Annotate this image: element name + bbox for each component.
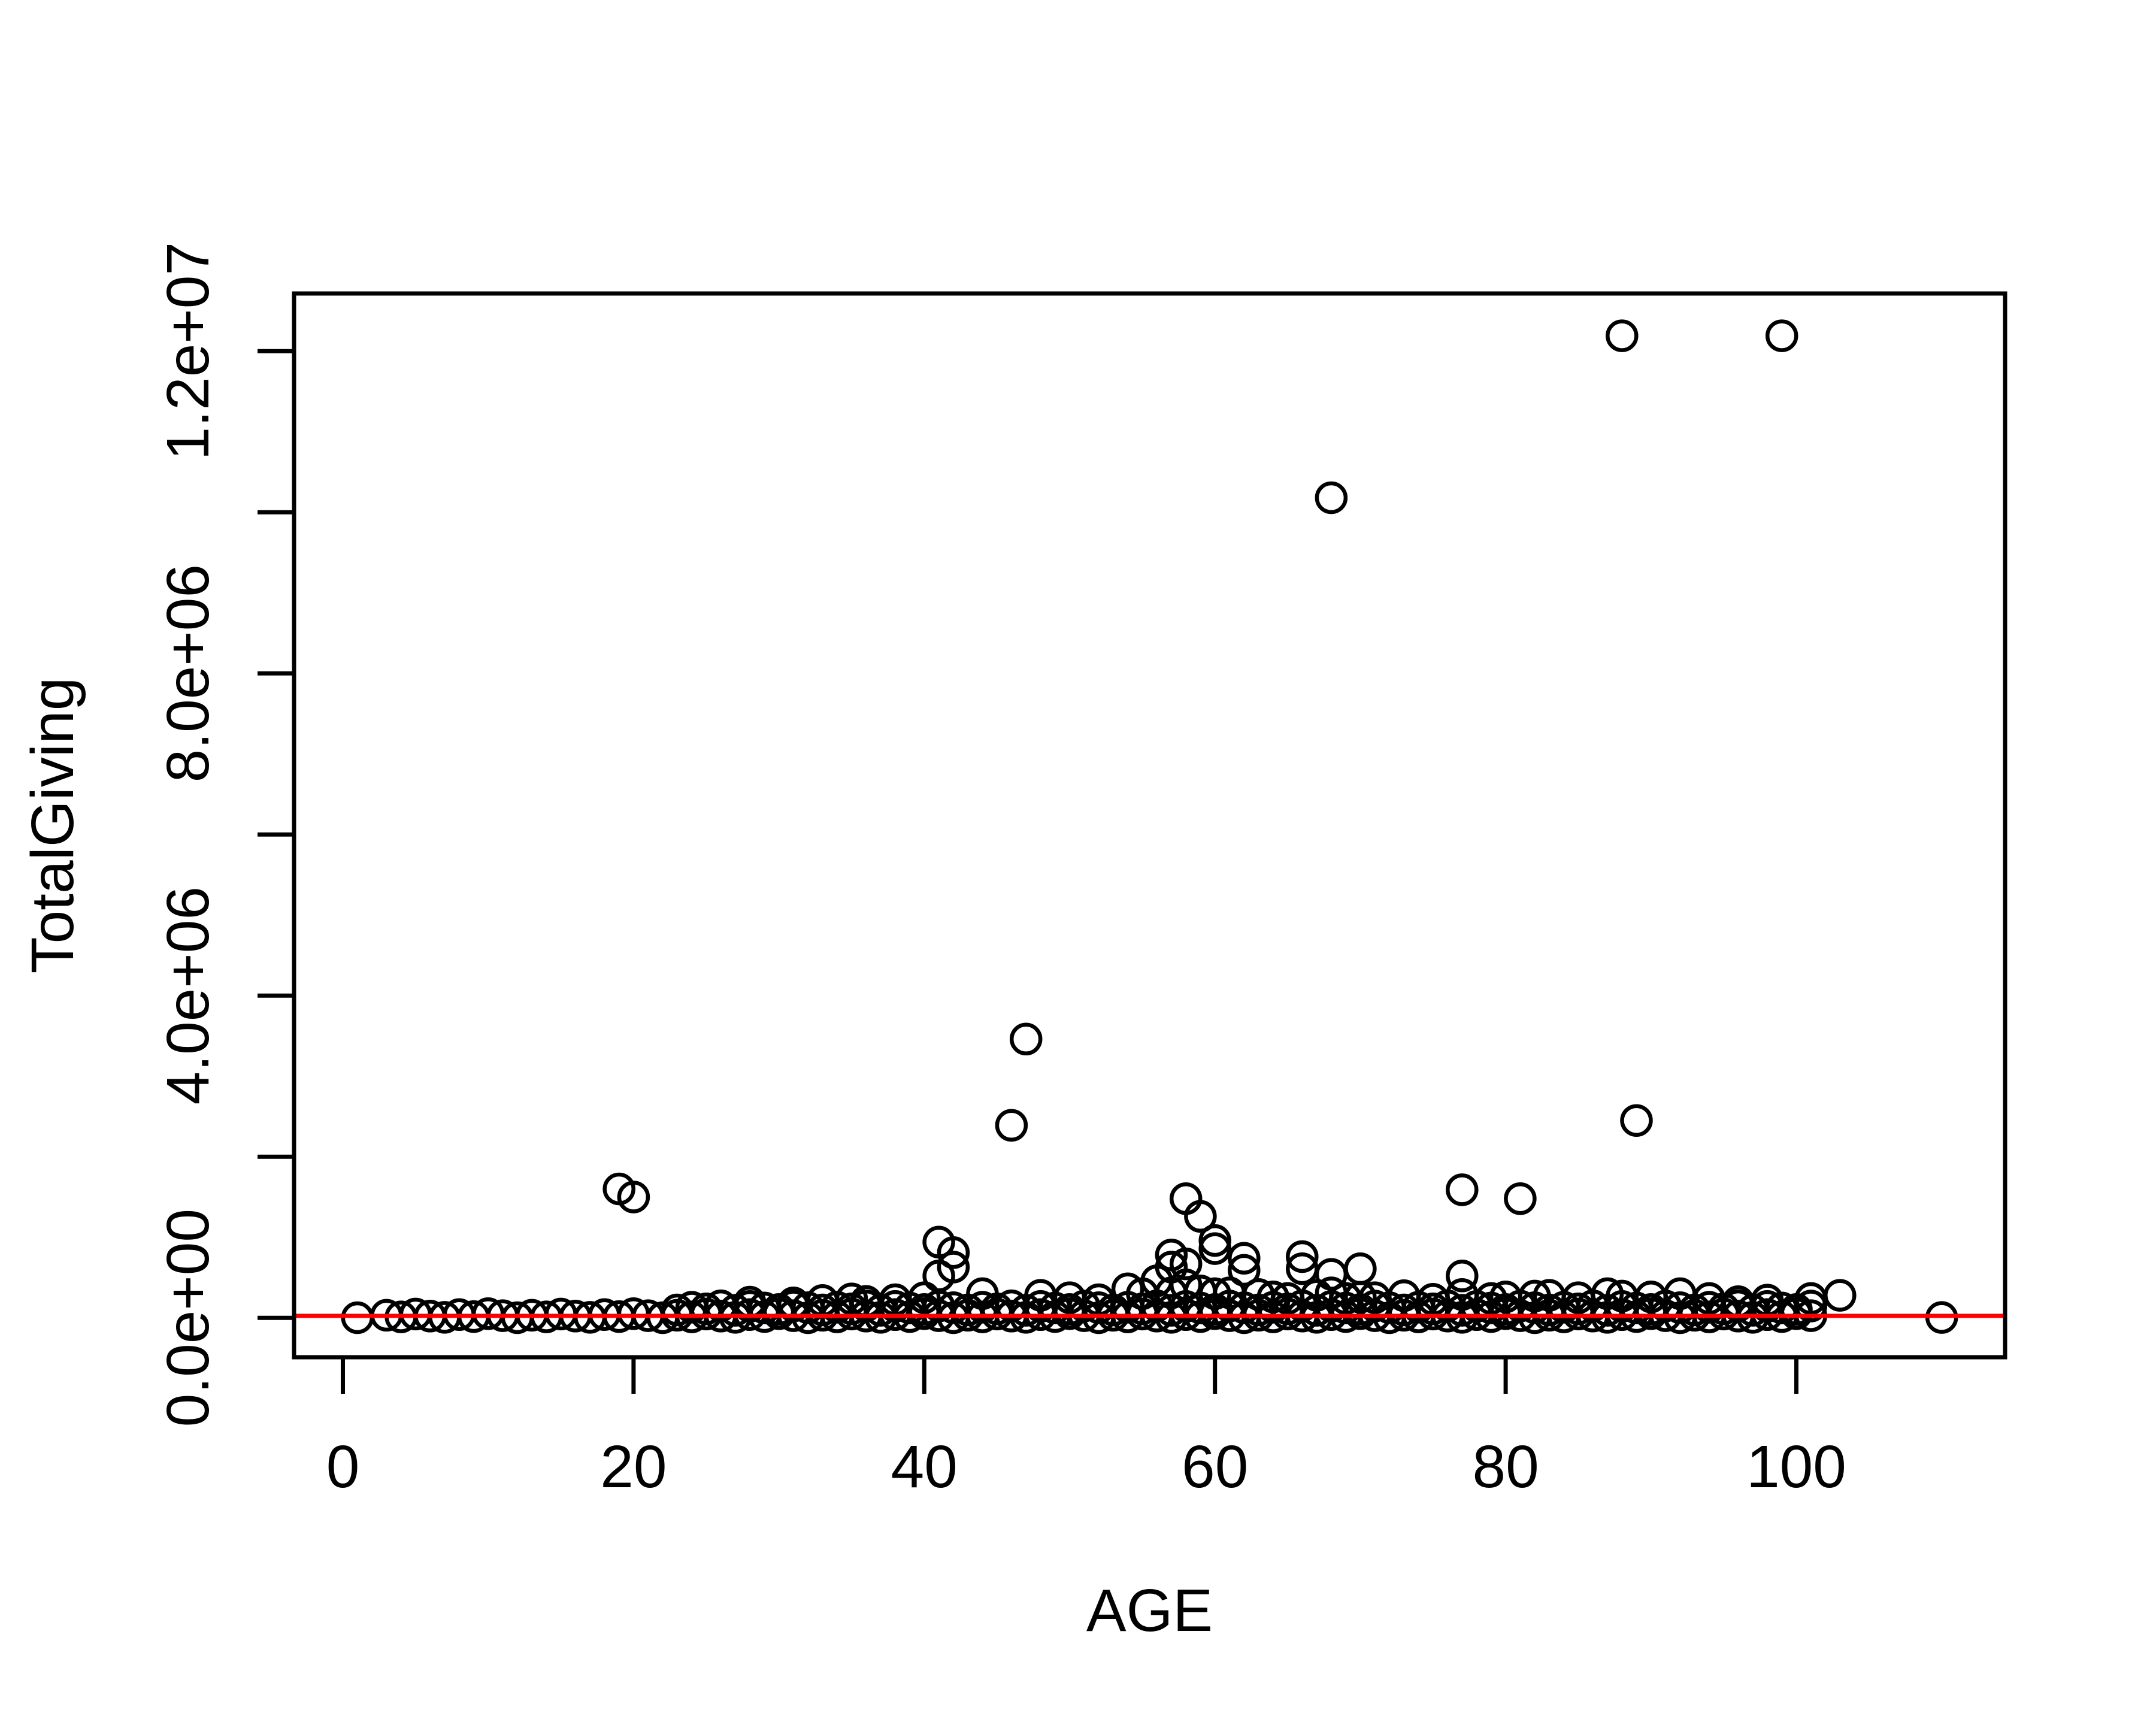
- scatter-point: [1446, 1173, 1479, 1206]
- scatter-point: [835, 1282, 868, 1315]
- scatter-point: [1228, 1242, 1261, 1275]
- plot-box: [292, 291, 2007, 1360]
- scatter-point: [937, 1236, 970, 1269]
- scatter-point: [1169, 1247, 1203, 1281]
- x-tick-label: 20: [600, 1433, 667, 1500]
- scatter-point: [1198, 1232, 1231, 1265]
- scatter-point: [1184, 1200, 1217, 1233]
- scatter-point: [1315, 481, 1348, 515]
- y-tick-label: 4.0e+06: [155, 886, 222, 1104]
- scatter-point: [922, 1260, 955, 1293]
- y-axis-title: TotalGiving: [19, 677, 86, 974]
- y-tick-label: 0.0e+00: [155, 1209, 222, 1427]
- scatter-point: [1169, 1268, 1203, 1302]
- scatter-point: [1606, 319, 1639, 352]
- x-axis-title: AGE: [1086, 1577, 1213, 1644]
- scatter-point: [1824, 1279, 1857, 1312]
- x-tick-label: 40: [891, 1433, 958, 1500]
- scatter-point: [1198, 1224, 1231, 1257]
- scatter-point: [1111, 1272, 1144, 1306]
- x-tick-label: 0: [326, 1433, 360, 1500]
- scatter-point: [617, 1181, 650, 1213]
- x-tick-label: 60: [1182, 1433, 1248, 1500]
- scatter-point: [1765, 319, 1798, 352]
- scatter-point: [1286, 1240, 1319, 1273]
- scatter-point: [1009, 1022, 1043, 1056]
- y-tick-label: 1.2e+07: [155, 242, 222, 460]
- scatter-point: [1344, 1281, 1377, 1314]
- scatter-point: [1518, 1279, 1551, 1313]
- scatter-point: [995, 1109, 1028, 1142]
- scatter-point: [1228, 1254, 1261, 1287]
- scatter-point: [1591, 1277, 1624, 1311]
- scatter-point: [1446, 1260, 1479, 1293]
- scatter-point: [1504, 1182, 1537, 1215]
- scatter-point: [966, 1277, 999, 1311]
- scatter-point: [1256, 1281, 1290, 1314]
- scatter-point: [1620, 1104, 1653, 1137]
- x-tick-label: 80: [1472, 1433, 1539, 1500]
- scatter-point: [1198, 1277, 1231, 1311]
- y-tick-label: 8.0e+06: [155, 564, 222, 782]
- x-tick-label: 100: [1746, 1433, 1846, 1500]
- scatter-point: [1474, 1282, 1508, 1315]
